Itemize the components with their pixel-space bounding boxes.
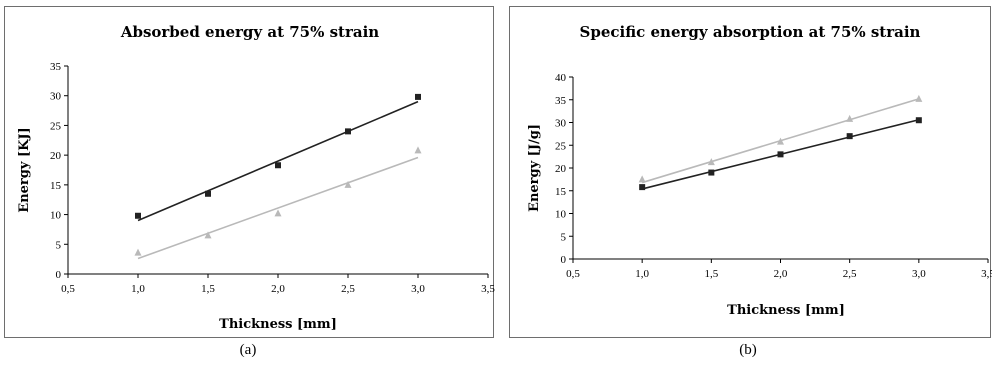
x-tick-label: 3,0 <box>411 283 425 295</box>
y-tick-label: 0 <box>561 254 567 266</box>
y-tick-label: 35 <box>555 95 567 107</box>
data-point-square <box>205 190 211 197</box>
chart-title: Absorbed energy at 75% strain <box>120 23 379 41</box>
data-point-triangle <box>915 94 923 102</box>
data-point-triangle <box>134 248 142 256</box>
data-point-square <box>915 117 922 124</box>
x-tick-label: 3,5 <box>981 268 992 280</box>
data-point-square <box>639 184 646 191</box>
data-point-triangle <box>638 175 646 183</box>
data-point-square <box>415 93 421 100</box>
chart-a-svg: Absorbed energy at 75% strain 0 5 10 15 20 25 3… <box>17 23 495 332</box>
x-tick-label: 0,5 <box>61 283 75 295</box>
y-tick-label: 25 <box>50 120 62 132</box>
y-tick-label: 15 <box>50 180 62 192</box>
x-tick-label: 2,0 <box>774 268 788 280</box>
x-tick-label: 1,5 <box>201 283 215 295</box>
data-point-triangle <box>777 137 784 145</box>
chart-panel-a: Absorbed energy at 75% strain 0 5 10 15 20 25 3… <box>4 6 495 338</box>
y-tick-label: 40 <box>555 72 567 84</box>
chart-title: Specific energy absorption at 75% strain <box>580 23 921 41</box>
y-tick-label: 35 <box>50 61 62 73</box>
y-tick-label: 10 <box>555 209 567 221</box>
y-tick-label: 20 <box>50 150 62 162</box>
x-tick-label: 2,5 <box>341 283 355 295</box>
trend-line-series-1 <box>137 100 419 222</box>
x-tick-label: 0,5 <box>566 268 580 280</box>
data-point-triangle <box>204 231 212 239</box>
data-point-square <box>345 128 351 135</box>
x-tick-label: 3,5 <box>481 283 495 295</box>
data-point-triangle <box>344 180 352 188</box>
chart-b-svg: Specific energy absorption at 75% strain… <box>527 23 992 318</box>
y-tick-label: 30 <box>555 118 567 130</box>
data-point-square <box>135 212 141 219</box>
y-tick-label: 0 <box>56 269 62 281</box>
data-point-triangle <box>274 209 282 217</box>
y-axis-label: Energy [J/g] <box>527 124 542 212</box>
data-point-square <box>846 133 853 140</box>
y-tick-label: 30 <box>50 91 62 103</box>
x-axis-label: Thickness [mm] <box>219 317 337 332</box>
x-tick-label: 1,0 <box>131 283 145 295</box>
y-tick-label: 20 <box>555 163 567 175</box>
x-tick-label: 1,0 <box>635 268 649 280</box>
data-point-triangle <box>707 158 715 166</box>
trend-line-series-2 <box>137 156 419 260</box>
y-tick-label: 10 <box>50 210 62 222</box>
data-point-triangle <box>414 146 422 154</box>
y-tick-label: 5 <box>561 231 567 243</box>
x-tick-label: 3,0 <box>912 268 926 280</box>
data-point-square <box>777 151 784 158</box>
x-tick-label: 1,5 <box>704 268 718 280</box>
x-tick-label: 2,0 <box>271 283 285 295</box>
data-point-square <box>275 162 281 169</box>
chart-panel-b: Specific energy absorption at 75% strain… <box>509 6 992 338</box>
caption-a: (a) <box>239 342 257 358</box>
data-point-square <box>708 169 715 176</box>
y-tick-label: 25 <box>555 140 567 152</box>
y-tick-label: 15 <box>555 186 567 198</box>
x-axis-label: Thickness [mm] <box>727 303 845 318</box>
caption-b: (b) <box>739 342 757 358</box>
x-tick-label: 2,5 <box>843 268 857 280</box>
y-tick-label: 5 <box>56 239 62 251</box>
y-axis-label: Energy [KJ] <box>17 127 32 212</box>
data-point-triangle <box>846 114 854 122</box>
